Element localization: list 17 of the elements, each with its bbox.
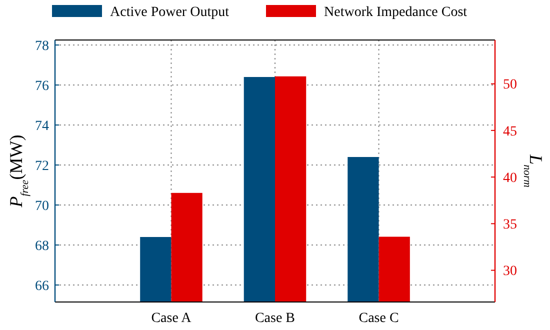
y-tick-label: 66 xyxy=(35,278,49,294)
x-tick-label: Case A xyxy=(151,311,192,326)
y-tick-label: 76 xyxy=(35,78,49,94)
y2-tick-label: 30 xyxy=(503,264,517,280)
y-tick-label: 72 xyxy=(35,158,49,174)
x-tick-label: Case C xyxy=(358,311,399,326)
y-tick-label: 70 xyxy=(35,198,49,214)
y2-tick-label: 45 xyxy=(503,124,517,140)
x-tick-label: Case B xyxy=(254,311,296,326)
y2-tick-label: 35 xyxy=(503,218,517,233)
y-tick-label: 68 xyxy=(35,238,49,254)
legend-label: Active Power Output xyxy=(110,5,230,20)
y2-tick-label: 50 xyxy=(503,78,517,93)
y-tick-label: 74 xyxy=(35,118,49,134)
y2-tick-label: 40 xyxy=(503,170,517,186)
y-tick-label: 78 xyxy=(35,38,49,54)
legend-label: Network Impedance Cost xyxy=(324,5,468,20)
